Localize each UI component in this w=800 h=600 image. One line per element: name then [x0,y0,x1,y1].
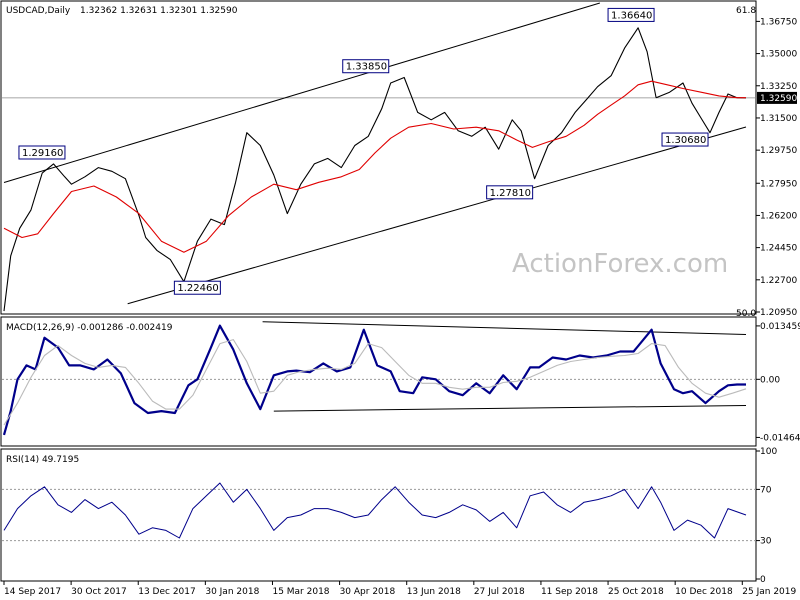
rsi-panel-title: RSI(14) 49.7195 [6,455,79,465]
rsi-y-tick-label: 30 [760,537,772,547]
price-y-tick-label: 1.31500 [760,114,797,124]
x-tick-label: 30 Oct 2017 [71,587,127,597]
price-annotation-box [342,59,390,74]
rsi-y-tick-label: 70 [760,485,772,495]
macd-y-tick-label: 0.00 [760,375,780,385]
price-trend-line-2 [127,126,747,305]
price-y-tick-label: 1.27950 [760,179,797,189]
price-moving-average-series-line [3,80,746,253]
price-annotation-label: 1.33850 [346,62,387,73]
macd-trend-line-1 [262,321,747,335]
price-panel-title: USDCAD,Daily [6,6,71,16]
price-y-tick-label: 1.22700 [760,276,797,286]
rsi-rsi-series-line [3,482,747,539]
price-close-series-line [3,27,657,312]
x-tick-label: 10 Dec 2018 [675,587,733,597]
price-annotation-label: 1.36640 [611,10,652,21]
price-annotation-box [173,280,221,295]
price-close-series-line [655,82,747,134]
x-tick-label: 25 Oct 2018 [608,587,664,597]
macd-y-tick-label: 0.013459 [760,322,800,332]
macd-trend-line-2 [273,405,747,412]
x-tick-label: 30 Jan 2018 [205,587,259,597]
price-y-tick-label: 1.35000 [760,50,797,60]
price-y-tick-label: 1.26200 [760,211,797,221]
x-tick-label: 25 Jan 2019 [742,587,796,597]
price-annotation-label: 1.22460 [177,283,218,294]
price-annotation-label: 1.27810 [490,188,531,199]
rsi-y-tick-label: 100 [760,447,777,457]
fib-bottom-label: 50.0 [736,309,756,319]
price-y-tick-label: 1.20950 [760,308,797,318]
price-y-tick-label: 1.36750 [760,17,797,27]
price-panel-frame [0,0,757,315]
price-annotation-box [661,132,709,147]
price-annotation-label: 1.30680 [665,135,706,146]
current-price-badge [757,91,797,104]
macd-panel-frame [0,316,757,447]
macd-signal-series-line [3,339,747,426]
macd-y-tick-label: -0.014644 [760,433,800,443]
ohlc-readout: 1.32362 1.32631 1.32301 1.32590 [80,6,238,16]
price-annotation-label: 1.29160 [22,148,63,159]
fib-top-label: 61.8 [736,6,756,16]
x-tick-label: 11 Sep 2018 [541,587,598,597]
price-annotation-box [18,145,66,160]
price-y-tick-label: 1.24450 [760,244,797,254]
price-trend-line-1 [3,2,600,183]
macd-macd-series-line [2,324,746,436]
x-tick-label: 15 Mar 2018 [272,587,329,597]
x-tick-label: 13 Dec 2017 [138,587,196,597]
x-tick-label: 30 Apr 2018 [340,587,396,597]
x-tick-label: 13 Jun 2018 [407,587,461,597]
macd-panel-title: MACD(12,26,9) -0.001286 -0.002419 [6,323,173,333]
current-price-label: 1.32590 [760,94,797,104]
price-annotation-box [486,185,534,200]
watermark: ActionForex.com [512,249,728,279]
x-tick-label: 14 Sep 2017 [4,587,61,597]
x-tick-label: 27 Jul 2018 [474,587,525,597]
rsi-y-tick-label: 0 [760,575,766,585]
price-y-tick-label: 1.29750 [760,146,797,156]
price-y-tick-label: 1.33250 [760,82,797,92]
rsi-panel-frame [0,448,757,582]
price-annotation-box [607,7,655,22]
